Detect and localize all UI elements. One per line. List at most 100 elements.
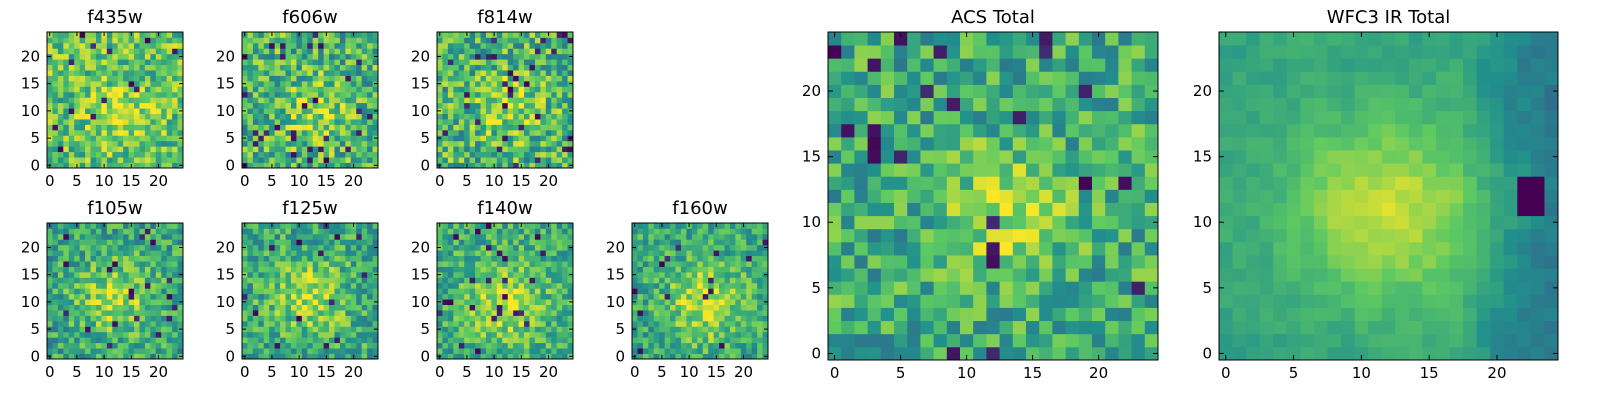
heatmap-cell: [334, 326, 341, 333]
heatmap-cell: [155, 108, 162, 114]
heatmap-cell: [757, 271, 763, 278]
heatmap-cell: [63, 239, 70, 246]
heatmap-cell: [280, 233, 286, 240]
heatmap-cell: [155, 342, 162, 349]
heatmap-cell: [242, 331, 248, 338]
heatmap-cell: [485, 80, 492, 87]
heatmap-cell: [524, 331, 530, 338]
heatmap-cell: [675, 293, 682, 300]
heatmap-cell: [101, 239, 108, 246]
heatmap-cell: [269, 102, 276, 109]
heatmap-cell: [485, 157, 492, 163]
heatmap-cell: [518, 261, 525, 267]
heatmap-cell: [437, 48, 443, 55]
heatmap-cell: [150, 119, 157, 125]
heatmap-cell: [437, 331, 443, 338]
heatmap-cell: [469, 223, 476, 229]
heatmap-cell: [263, 244, 270, 251]
heatmap-cell: [285, 342, 292, 349]
heatmap-cell: [907, 215, 921, 230]
heatmap-cell: [534, 119, 541, 125]
heatmap-cell: [307, 32, 314, 38]
heatmap-cell: [485, 102, 492, 109]
heatmap-cell: [762, 304, 769, 311]
heatmap-cell: [269, 53, 276, 60]
heatmap-cell: [648, 315, 655, 322]
heatmap-cell: [453, 320, 460, 327]
heatmap-cell: [556, 37, 563, 44]
heatmap-cell: [74, 277, 81, 284]
heatmap-cell: [540, 348, 547, 354]
heatmap-cell: [128, 113, 135, 120]
heatmap-cell: [63, 97, 70, 104]
heatmap-cell: [307, 299, 314, 305]
heatmap-cell: [524, 151, 530, 158]
heatmap-cell: [458, 239, 465, 246]
heatmap-cell: [724, 310, 731, 316]
heatmap-cell: [339, 353, 346, 360]
heatmap-cell: [653, 239, 660, 246]
heatmap-cell: [697, 348, 704, 354]
heatmap-cell: [307, 70, 314, 76]
heatmap-cell: [464, 70, 471, 76]
heatmap-cell: [63, 320, 70, 327]
heatmap-cell: [247, 80, 254, 87]
heatmap-cell: [746, 233, 753, 240]
heatmap-cell: [263, 293, 270, 300]
heatmap-cell: [290, 70, 297, 76]
heatmap-cell: [312, 37, 319, 44]
heatmap-cell: [339, 320, 346, 327]
heatmap-cell: [52, 97, 59, 104]
heatmap-cell: [480, 250, 487, 257]
heatmap-cell: [907, 346, 921, 361]
heatmap-cell: [485, 53, 492, 60]
heatmap-cell: [691, 271, 698, 278]
heatmap-cell: [263, 266, 270, 273]
heatmap-cell: [339, 151, 346, 158]
heatmap-cell: [1105, 176, 1119, 190]
heatmap-cell: [637, 261, 644, 267]
heatmap-cell: [274, 80, 281, 87]
heatmap-cell: [269, 91, 276, 98]
heatmap-cell: [323, 228, 330, 235]
heatmap-cell: [123, 157, 129, 163]
heatmap-cell: [719, 233, 725, 240]
heatmap-cell: [458, 64, 465, 71]
heatmap-cell: [172, 113, 178, 120]
heatmap-cell: [123, 342, 129, 349]
heatmap-cell: [280, 86, 286, 93]
heatmap-cell: [101, 97, 108, 104]
heatmap-cell: [106, 353, 113, 360]
heatmap-cell: [161, 233, 168, 240]
heatmap-cell: [172, 102, 178, 109]
heatmap-cell: [307, 223, 314, 229]
heatmap-cell: [986, 163, 1000, 177]
heatmap-cell: [274, 271, 281, 278]
heatmap-cell: [150, 310, 157, 316]
heatmap-cell: [496, 310, 503, 316]
heatmap-cell: [285, 42, 292, 49]
heatmap-cell: [269, 261, 276, 267]
heatmap-cell: [746, 223, 753, 229]
heatmap-cell: [52, 261, 59, 267]
heatmap-cell: [57, 157, 64, 163]
heatmap-cell: [437, 233, 443, 240]
heatmap-cell: [502, 337, 509, 344]
heatmap-cell: [117, 353, 124, 360]
heatmap-cell: [854, 202, 868, 217]
heatmap-cell: [973, 241, 987, 256]
heatmap-cell: [155, 293, 162, 300]
heatmap-cell: [637, 244, 644, 251]
heatmap-cell: [101, 261, 108, 267]
heatmap-cell: [513, 64, 519, 71]
heatmap-cell: [675, 250, 682, 257]
heatmap-cell: [123, 271, 129, 278]
heatmap-cell: [540, 86, 547, 93]
heatmap-cell: [458, 113, 465, 120]
heatmap-cell: [828, 281, 842, 295]
heatmap-cell: [161, 255, 168, 262]
heatmap-cell: [68, 97, 75, 104]
heatmap-cell: [1039, 320, 1053, 335]
heatmap-cell: [318, 53, 324, 60]
heatmap-cell: [719, 293, 725, 300]
